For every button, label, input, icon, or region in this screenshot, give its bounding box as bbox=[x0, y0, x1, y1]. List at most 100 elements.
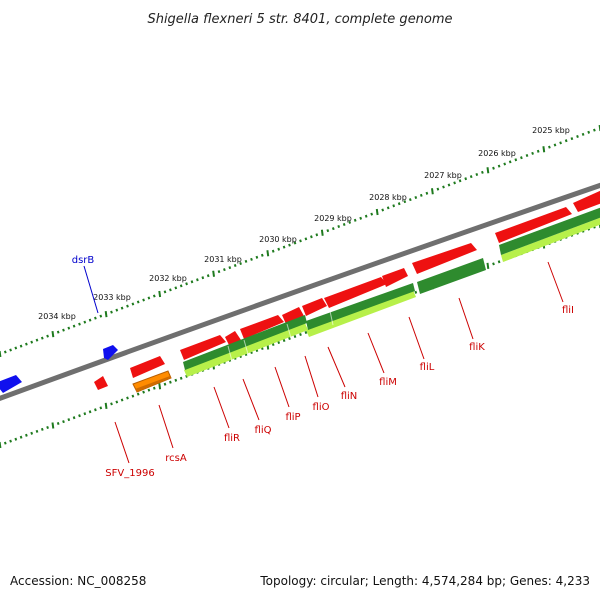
tick-label-2032: 2032 kbp bbox=[149, 274, 187, 283]
outer-ruler-minor-tick bbox=[67, 326, 71, 330]
outer-ruler-minor-tick bbox=[190, 280, 194, 284]
gene-label-fliN[interactable]: fliN bbox=[341, 391, 358, 402]
gene-label-fliM[interactable]: fliM bbox=[379, 377, 397, 388]
outer-ruler-minor-tick bbox=[442, 185, 445, 189]
outer-ruler-minor-tick bbox=[464, 177, 468, 181]
outer-ruler-minor-tick bbox=[587, 130, 591, 134]
outer-ruler-minor-tick bbox=[288, 243, 291, 247]
inner-ruler-minor-tick bbox=[83, 412, 87, 416]
tick-label-2033: 2033 kbp bbox=[93, 293, 131, 302]
tick-labels: 2025 kbp 2026 kbp 2027 kbp 2028 kbp 2029… bbox=[38, 126, 570, 321]
leader-fliI bbox=[547, 261, 564, 303]
outer-ruler-minor-tick bbox=[174, 286, 178, 290]
outer-ruler-minor-tick bbox=[217, 270, 221, 274]
gene-fliN[interactable] bbox=[302, 298, 327, 316]
outer-ruler-major-tick bbox=[104, 310, 108, 318]
outer-ruler-minor-tick bbox=[115, 308, 119, 312]
inner-ruler-minor-tick bbox=[174, 378, 178, 382]
gene-label-fliO[interactable]: fliO bbox=[313, 402, 330, 413]
genome-backbone bbox=[0, 182, 600, 402]
outer-ruler-minor-tick bbox=[131, 302, 135, 306]
outer-ruler-major-tick bbox=[320, 229, 324, 236]
outer-ruler-minor-tick bbox=[223, 268, 226, 272]
inner-ruler-minor-tick bbox=[163, 382, 167, 386]
outer-ruler-minor-tick bbox=[414, 195, 418, 200]
outer-ruler-minor-tick bbox=[514, 158, 518, 162]
cds-light-4 bbox=[501, 217, 600, 262]
inner-ruler-minor-tick bbox=[169, 380, 172, 384]
tick-label-2028: 2028 kbp bbox=[369, 193, 407, 202]
outer-ruler-minor-tick bbox=[403, 200, 407, 204]
inner-ruler-minor-tick bbox=[110, 402, 113, 406]
gene-label-dsrB[interactable]: dsrB bbox=[72, 255, 95, 266]
inner-ruler-major-tick bbox=[158, 383, 162, 390]
gene-fliL[interactable] bbox=[382, 268, 408, 287]
leader-fliK bbox=[458, 297, 474, 340]
outer-ruler-minor-tick bbox=[304, 237, 308, 241]
gene-label-fliQ[interactable]: fliQ bbox=[255, 425, 272, 436]
inner-ruler-minor-tick bbox=[179, 376, 183, 380]
tick-label-2029: 2029 kbp bbox=[314, 214, 352, 223]
inner-ruler-minor-tick bbox=[14, 437, 18, 441]
outer-ruler-minor-tick bbox=[72, 324, 76, 328]
inner-ruler-minor-tick bbox=[99, 406, 103, 410]
outer-ruler-minor-tick bbox=[14, 346, 18, 350]
inner-ruler-minor-tick bbox=[72, 416, 76, 420]
gene-label-rcsA[interactable]: rcsA bbox=[165, 453, 187, 464]
inner-ruler-minor-tick bbox=[9, 439, 12, 443]
gene-fliO[interactable] bbox=[282, 307, 304, 324]
outer-ruler-minor-tick bbox=[342, 222, 346, 227]
leader-dsrB bbox=[83, 265, 99, 314]
gene-labels: dsrB SFV_1996 rcsA fliR fliQ fliP fliO f… bbox=[72, 255, 574, 479]
outer-ruler-minor-tick bbox=[185, 282, 188, 286]
gene-fliK[interactable] bbox=[412, 243, 477, 274]
gene-label-fliI[interactable]: fliI bbox=[562, 305, 574, 316]
outer-ruler-minor-tick bbox=[348, 220, 352, 224]
tick-label-2026: 2026 kbp bbox=[478, 149, 516, 158]
gene-label-fliP[interactable]: fliP bbox=[285, 412, 300, 423]
outer-ruler-minor-tick bbox=[110, 310, 113, 314]
cds-light-1 bbox=[184, 323, 308, 377]
leader-fliM bbox=[367, 332, 385, 374]
gene-blue-left[interactable] bbox=[0, 375, 22, 393]
gene-label-fliL[interactable]: fliL bbox=[420, 362, 435, 373]
outer-ruler-minor-tick bbox=[475, 172, 479, 177]
outer-ruler-minor-tick bbox=[239, 261, 242, 266]
outer-ruler-minor-tick bbox=[201, 276, 205, 280]
outer-ruler-minor-tick bbox=[548, 145, 551, 149]
outer-ruler-minor-tick bbox=[299, 239, 302, 243]
gene-label-fliR[interactable]: fliR bbox=[224, 433, 240, 444]
gene-fliP[interactable] bbox=[240, 315, 284, 339]
outer-ruler-major-tick bbox=[375, 208, 379, 216]
outer-ruler-minor-tick bbox=[381, 208, 385, 212]
outer-ruler-major-tick bbox=[158, 290, 162, 298]
gene-fliM[interactable] bbox=[324, 277, 387, 308]
outer-ruler-minor-tick bbox=[255, 255, 259, 259]
gene-fliR[interactable] bbox=[180, 335, 226, 360]
gene-SFV_1996[interactable] bbox=[94, 376, 108, 390]
outer-ruler-minor-tick bbox=[353, 218, 357, 222]
gene-fliH[interactable] bbox=[573, 190, 600, 212]
outer-ruler-minor-tick bbox=[564, 139, 568, 143]
outer-ruler-minor-tick bbox=[78, 322, 81, 326]
outer-ruler-minor-tick bbox=[469, 175, 473, 179]
inner-ruler-minor-tick bbox=[78, 414, 81, 418]
gene-fliI[interactable] bbox=[495, 207, 572, 243]
gene-label-fliK[interactable]: fliK bbox=[469, 342, 485, 353]
gene-red-a[interactable] bbox=[130, 356, 165, 378]
inner-ruler-minor-tick bbox=[277, 340, 281, 345]
inner-ruler-minor-tick bbox=[46, 425, 49, 430]
outer-ruler-minor-tick bbox=[228, 266, 232, 270]
cds-dark-2 bbox=[306, 283, 415, 330]
outer-ruler-minor-tick bbox=[553, 143, 557, 147]
inner-ruler-minor-tick bbox=[142, 390, 145, 394]
outer-ruler-minor-tick bbox=[19, 344, 23, 348]
inner-ruler-minor-tick bbox=[40, 427, 44, 431]
inner-ruler-major-tick bbox=[51, 422, 55, 429]
gene-label-SFV_1996[interactable]: SFV_1996 bbox=[105, 468, 154, 479]
outer-ruler-minor-tick bbox=[126, 304, 129, 308]
inner-ruler-minor-tick bbox=[30, 431, 34, 435]
gene-dsrB[interactable] bbox=[103, 345, 118, 360]
outer-ruler-minor-tick bbox=[250, 257, 253, 261]
